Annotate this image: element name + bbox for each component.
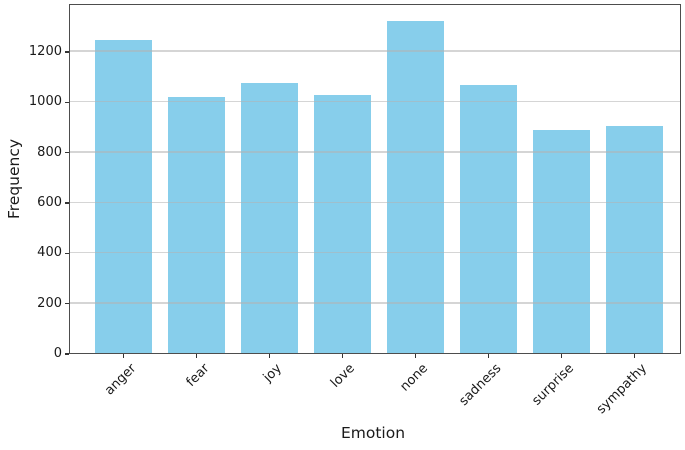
x-tick-mark-anger [122, 354, 125, 358]
x-tick-label-none: none [397, 361, 432, 395]
gridline-y-600 [69, 201, 681, 203]
bar-slot-sympathy [598, 4, 671, 354]
bars-layer [69, 4, 681, 354]
y-axis-label: Frequency [5, 138, 23, 220]
x-tick-mark-love [341, 354, 344, 358]
bar-sadness [460, 84, 517, 354]
gridline-y-1000 [69, 100, 681, 103]
bar-sympathy [606, 125, 663, 354]
bar-slot-none [379, 4, 452, 354]
y-tick-label-1000: 1000 [28, 94, 62, 110]
bar-slot-joy [233, 4, 306, 354]
gridline-y-200 [69, 302, 681, 304]
x-tick-label-anger: anger [101, 361, 140, 399]
gridline-y-800 [69, 151, 681, 153]
y-tick-label-0: 0 [53, 346, 62, 361]
x-tick-mark-joy [268, 354, 271, 358]
y-tick-label-1200: 1200 [28, 43, 62, 59]
y-tick-mark-200 [65, 302, 69, 305]
gridline-y-1200 [69, 50, 681, 52]
x-tick-mark-fear [195, 354, 198, 358]
y-tick-mark-600 [65, 202, 69, 204]
y-tick-mark-800 [65, 151, 69, 154]
x-tick-label-surprise: surprise [529, 361, 578, 409]
bar-slot-fear [160, 4, 233, 354]
y-tick-label-800: 800 [37, 144, 62, 160]
bar-surprise [533, 129, 590, 354]
y-tick-label-200: 200 [37, 295, 62, 311]
x-axis-label: Emotion [340, 424, 406, 442]
x-tick-mark-none [414, 354, 417, 358]
x-tick-mark-surprise [560, 354, 563, 358]
x-tick-label-fear: fear [183, 361, 213, 390]
y-tick-mark-1000 [65, 101, 69, 103]
x-tick-label-love: love [328, 361, 359, 391]
bar-slot-surprise [525, 4, 598, 354]
bar-none [387, 21, 444, 354]
y-tick-label-600: 600 [37, 194, 62, 210]
x-tick-label-sadness: sadness [456, 361, 505, 409]
bar-slot-love [306, 4, 379, 354]
bar-slot-sadness [452, 4, 525, 354]
bar-slot-anger [87, 4, 160, 354]
y-tick-mark-400 [65, 252, 69, 254]
y-tick-mark-1200 [65, 51, 69, 53]
x-tick-label-joy: joy [260, 361, 286, 386]
x-tick-mark-sympathy [633, 354, 636, 358]
bar-anger [95, 39, 152, 354]
plot-area [69, 4, 681, 354]
x-tick-mark-sadness [487, 354, 490, 358]
gridline-y-400 [69, 251, 681, 254]
y-tick-label-400: 400 [37, 245, 62, 261]
bar-love [314, 94, 371, 354]
bar-joy [241, 83, 298, 354]
y-tick-mark-0 [65, 353, 69, 355]
bar-fear [168, 97, 225, 354]
x-tick-label-sympathy: sympathy [593, 361, 651, 418]
